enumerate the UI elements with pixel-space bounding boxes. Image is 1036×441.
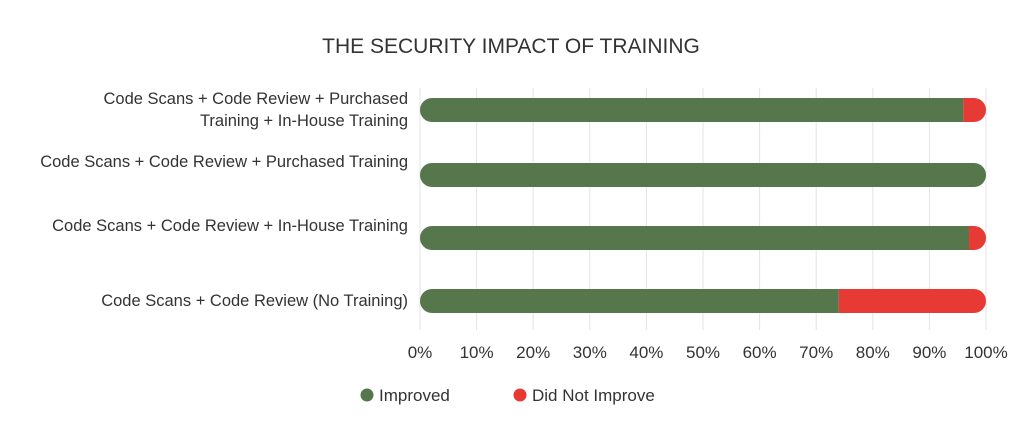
bar-segment (420, 98, 964, 122)
x-tick-label: 70% (799, 343, 833, 362)
legend-marker (360, 388, 374, 402)
x-tick-label: 20% (516, 343, 550, 362)
bar-segment (963, 98, 986, 122)
bar-row (420, 98, 986, 122)
x-tick-label: 40% (629, 343, 663, 362)
bar-segment (420, 226, 970, 250)
x-tick-label: 30% (573, 343, 607, 362)
x-axis-ticks: 0% 10% 20% 30% 40% 50% 60% 70% 80% 90% 100% (408, 343, 1008, 362)
category-label: Code Scans + Code Review + Purchased Tra… (40, 153, 408, 171)
x-tick-label: 10% (460, 343, 494, 362)
x-tick-label: 0% (408, 343, 433, 362)
category-label: Code Scans + Code Review + Purchased (103, 90, 408, 108)
x-tick-label: 50% (686, 343, 720, 362)
bar-segment (420, 163, 986, 187)
category-label: Code Scans + Code Review + In-House Trai… (52, 217, 408, 235)
bar-row (420, 289, 986, 313)
legend-marker (513, 388, 527, 402)
x-tick-label: 100% (964, 343, 1007, 362)
bar-segment (969, 226, 986, 250)
bar-row (420, 226, 986, 250)
category-labels: Code Scans + Code Review + Purchased Trai… (40, 90, 408, 310)
legend-label: Improved (379, 386, 450, 405)
chart-title: THE SECURITY IMPACT OF TRAINING (322, 35, 700, 58)
legend: Improved Did Not Improve (360, 386, 655, 405)
bar-segment (420, 289, 839, 313)
category-label: Code Scans + Code Review (No Training) (101, 292, 408, 310)
bars (420, 98, 986, 313)
x-tick-label: 60% (743, 343, 777, 362)
bar-segment (838, 289, 986, 313)
x-tick-label: 80% (856, 343, 890, 362)
legend-label: Did Not Improve (532, 386, 655, 405)
x-tick-label: 90% (912, 343, 946, 362)
bar-row (420, 163, 986, 187)
category-label: Training + In-House Training (200, 112, 408, 130)
